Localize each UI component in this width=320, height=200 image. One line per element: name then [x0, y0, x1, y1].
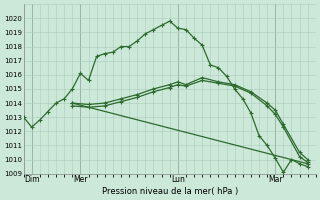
X-axis label: Pression niveau de la mer( hPa ): Pression niveau de la mer( hPa ) — [101, 187, 238, 196]
